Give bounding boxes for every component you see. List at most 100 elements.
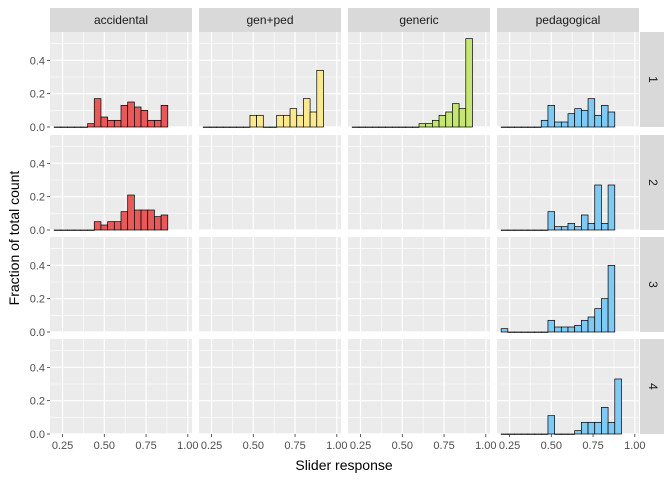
histogram-bar-pedagogical-4 [547, 415, 555, 435]
x-tick-label: 1.00 [326, 440, 347, 452]
histogram-bar-pedagogical-4 [594, 421, 602, 435]
facet-strip-accidental [50, 8, 192, 32]
histogram-bar-pedagogical-4 [601, 406, 609, 435]
panel-background [497, 237, 639, 332]
facet-strip-label: accidental [94, 13, 148, 27]
histogram-bar-generic-1 [438, 114, 447, 128]
x-tick-label: 0.25 [499, 440, 520, 452]
histogram-bar-accidental-2 [160, 214, 169, 231]
histogram-bar-accidental-2 [154, 216, 162, 231]
histogram-bar-pedagogical-1 [581, 109, 589, 128]
histogram-bar-accidental-1 [87, 123, 95, 128]
x-tick-label: 0.50 [541, 440, 562, 452]
panel-background [497, 135, 639, 230]
x-tick-label: 1.00 [475, 440, 496, 452]
y-tick-label: 0.2 [30, 89, 45, 101]
histogram-bar-pedagogical-1 [607, 111, 616, 128]
histogram-bar-pedagogical-3 [560, 326, 569, 333]
x-tick-label: 0.75 [284, 440, 305, 452]
facet-strip-generic [348, 8, 490, 32]
histogram-bar-generic-1 [452, 103, 460, 128]
histogram-bar-pedagogical-2 [587, 222, 596, 231]
x-tick-label: 1.00 [177, 440, 198, 452]
histogram-bar-pedagogical-3 [574, 324, 582, 333]
histogram-bar-generic-1 [425, 123, 433, 128]
histogram-bar-accidental-2 [140, 209, 149, 231]
y-tick-label: 0.4 [30, 260, 45, 272]
x-tick-label: 1.00 [624, 440, 645, 452]
histogram-bar-gen+ped-1 [276, 114, 284, 128]
histogram-bar-pedagogical-4 [607, 421, 616, 435]
y-tick-label: 0.2 [30, 192, 45, 204]
histogram-bar-pedagogical-1 [567, 113, 576, 128]
facet-strip-label: gen+ped [246, 13, 293, 27]
histogram-bar-generic-1 [445, 111, 453, 128]
x-tick-label: 0.50 [243, 440, 264, 452]
histogram-bar-accidental-2 [100, 224, 108, 231]
histogram-bar-accidental-1 [100, 116, 108, 128]
histogram-bar-pedagogical-4 [587, 421, 596, 435]
histogram-bar-generic-1 [432, 119, 440, 128]
panel-background [50, 237, 192, 332]
x-tick-label: 0.25 [350, 440, 371, 452]
row-strip-4 [640, 339, 664, 434]
facet-grid: accidental gen+ped generic pedagogical 1 2 3 4 0… [30, 8, 664, 452]
row-strip-label: 2 [646, 179, 660, 186]
histogram-bar-gen+ped-1 [289, 108, 298, 128]
facet-strip-label: generic [399, 13, 438, 27]
histogram-bar-pedagogical-2 [560, 226, 569, 231]
histogram-bar-pedagogical-1 [601, 104, 609, 128]
x-tick-label: 0.75 [582, 440, 603, 452]
histogram-bar-pedagogical-1 [560, 121, 569, 128]
histogram-bar-pedagogical-2 [601, 222, 609, 231]
row-strip-label: 1 [646, 76, 660, 83]
histogram-bar-gen+ped-1 [309, 111, 318, 128]
panel-background [348, 339, 490, 434]
histogram-bar-pedagogical-3 [587, 316, 596, 333]
panel-background [199, 339, 341, 434]
histogram-bar-accidental-1 [93, 98, 102, 128]
histogram-bar-accidental-1 [127, 101, 135, 128]
histogram-bar-gen+ped-1 [249, 114, 257, 128]
histogram-bar-accidental-2 [127, 194, 135, 231]
histogram-bar-pedagogical-2 [554, 226, 562, 231]
histogram-bar-gen+ped-1 [296, 114, 304, 128]
histogram-bar-accidental-2 [147, 209, 155, 231]
histogram-bar-pedagogical-3 [554, 326, 562, 333]
histogram-bar-accidental-2 [120, 211, 129, 231]
histogram-bar-pedagogical-2 [594, 184, 602, 231]
histogram-bar-accidental-1 [120, 104, 129, 128]
histogram-bar-pedagogical-2 [547, 211, 555, 231]
y-tick-label: 0.0 [30, 225, 45, 237]
histogram-bar-pedagogical-3 [547, 319, 555, 333]
histogram-bar-accidental-1 [113, 119, 122, 128]
histogram-bar-pedagogical-3 [567, 326, 576, 333]
facet-strip-pedagogical [497, 8, 639, 32]
histogram-bar-pedagogical-2 [581, 214, 589, 231]
histogram-bar-pedagogical-1 [554, 121, 562, 128]
y-tick-label: 0.0 [30, 122, 45, 134]
row-strip-3 [640, 237, 664, 332]
histogram-bar-pedagogical-2 [567, 222, 576, 231]
histogram-bar-accidental-2 [107, 221, 115, 231]
histogram-bar-pedagogical-3 [601, 298, 609, 333]
x-tick-label: 0.75 [433, 440, 454, 452]
histogram-bar-accidental-1 [154, 119, 162, 128]
histogram-bar-pedagogical-1 [594, 114, 602, 128]
x-tick-label: 0.25 [52, 440, 73, 452]
x-tick-label: 0.25 [201, 440, 222, 452]
histogram-bar-accidental-2 [93, 221, 102, 231]
row-strip-label: 3 [646, 281, 660, 288]
panel-background [50, 339, 192, 434]
y-tick-label: 0.0 [30, 429, 45, 441]
y-axis-title: Fraction of total count [6, 171, 22, 306]
y-tick-label: 0.2 [30, 294, 45, 306]
histogram-bar-accidental-2 [134, 209, 142, 231]
histogram-bar-generic-1 [465, 38, 473, 128]
panel-background [199, 237, 341, 332]
y-tick-label: 0.0 [30, 327, 45, 339]
panel-background [199, 135, 341, 230]
y-tick-label: 0.4 [30, 362, 45, 374]
histogram-bar-pedagogical-2 [574, 226, 582, 231]
